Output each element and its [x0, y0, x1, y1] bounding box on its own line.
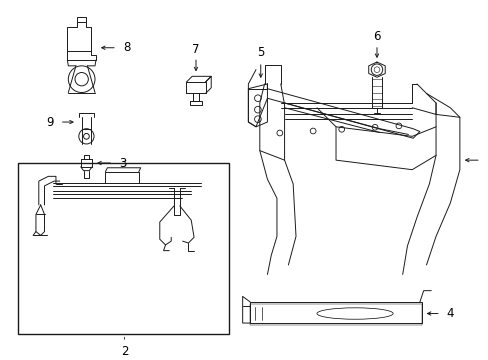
Bar [250, 304, 421, 325]
Text: 5: 5 [257, 46, 264, 59]
Text: 4: 4 [446, 307, 453, 320]
Bar [250, 302, 421, 323]
Text: 6: 6 [372, 30, 380, 43]
Text: 2: 2 [121, 345, 128, 358]
Text: 3: 3 [119, 157, 126, 170]
Text: 1: 1 [486, 154, 488, 167]
Text: 8: 8 [122, 41, 130, 54]
Text: 7: 7 [192, 43, 199, 56]
Bar [18, 163, 229, 334]
Text: 9: 9 [46, 116, 54, 129]
